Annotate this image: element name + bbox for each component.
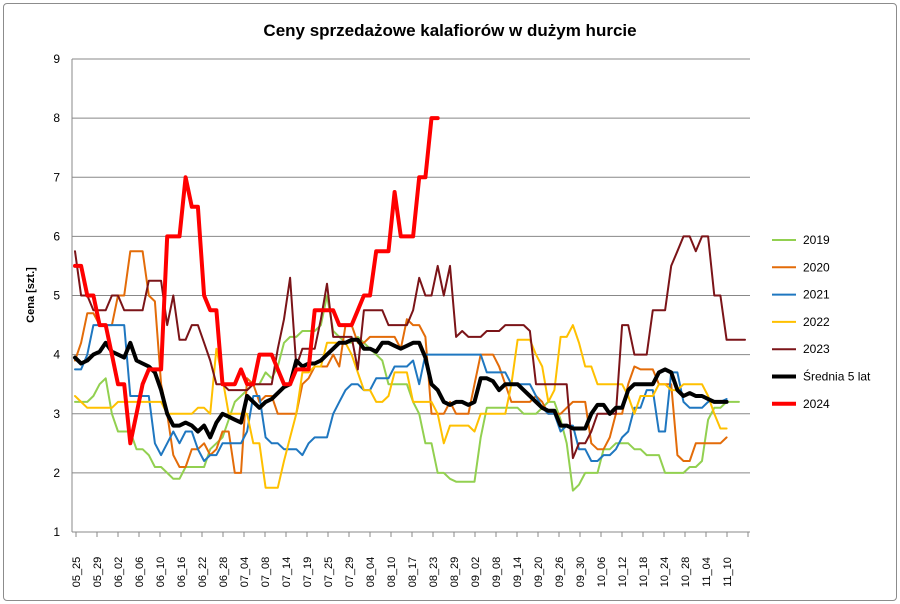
y-tick-label: 4 bbox=[53, 348, 60, 362]
x-tick-label: 10_28 bbox=[680, 557, 692, 588]
x-tick-label: 08_04 bbox=[365, 557, 377, 588]
legend-label: 2023 bbox=[803, 342, 830, 356]
x-tick-label: 07_25 bbox=[323, 557, 335, 588]
x-tick-label: 08_17 bbox=[407, 557, 419, 588]
series-lines bbox=[73, 116, 746, 492]
y-tick-label: 1 bbox=[53, 525, 60, 539]
x-tick-label: 07_19 bbox=[302, 557, 314, 588]
legend-label: 2021 bbox=[803, 288, 830, 302]
legend-label: 2020 bbox=[803, 260, 830, 274]
series-line-2024 bbox=[73, 116, 440, 446]
series-line-2023 bbox=[74, 235, 746, 460]
x-tick-label: 06_16 bbox=[176, 557, 188, 588]
y-tick-label: 6 bbox=[53, 229, 60, 243]
x-tick-label: 08_10 bbox=[386, 557, 398, 588]
y-tick-label: 7 bbox=[53, 170, 60, 184]
series-line-2020 bbox=[74, 250, 728, 474]
x-tick-label: 09_30 bbox=[575, 557, 587, 588]
y-axis-label: Cena [szt.] bbox=[25, 267, 37, 323]
legend-label: Średnia 5 lat bbox=[803, 369, 871, 384]
x-tick-label: 09_26 bbox=[554, 557, 566, 588]
x-tick-label: 08_23 bbox=[428, 557, 440, 588]
y-tick-label: 9 bbox=[53, 52, 60, 66]
x-tick-label: 11_10 bbox=[722, 557, 734, 587]
legend: 2019 2020 2021 2022 2023 Średnia 5 lat 2024 bbox=[772, 233, 871, 411]
x-tick-label: 07_29 bbox=[344, 557, 356, 588]
axes bbox=[71, 59, 750, 537]
x-tick-label: 06_28 bbox=[218, 557, 230, 588]
x-tick-label: 10_12 bbox=[617, 557, 629, 588]
x-tick-label: 09_08 bbox=[491, 557, 503, 588]
y-tick-labels: 1 2 3 4 5 6 7 8 9 bbox=[53, 52, 60, 539]
y-tick-label: 3 bbox=[53, 407, 60, 421]
legend-label: 2022 bbox=[803, 315, 830, 329]
x-tick-label: 07_04 bbox=[239, 557, 251, 588]
series-line-rednia-5-lat bbox=[73, 337, 729, 440]
x-tick-label: 10_18 bbox=[638, 557, 650, 588]
chart-frame bbox=[3, 3, 897, 601]
legend-label: 2019 bbox=[803, 233, 830, 247]
x-tick-label: 09_14 bbox=[512, 557, 524, 588]
x-tick-labels: 05_25 05_29 06_02 06_06 06_10 06_16 06_22 06_28… bbox=[71, 557, 734, 588]
x-tick-label: 06_22 bbox=[197, 557, 209, 588]
y-tick-label: 5 bbox=[53, 289, 60, 303]
x-tick-label: 10_06 bbox=[596, 557, 608, 588]
x-tick-label: 09_20 bbox=[533, 557, 545, 588]
x-tick-label: 05_29 bbox=[92, 557, 104, 588]
x-tick-label: 06_02 bbox=[113, 557, 125, 588]
x-tick-label: 06_10 bbox=[155, 557, 167, 588]
x-tick-label: 06_06 bbox=[134, 557, 146, 588]
x-tick-label: 10_24 bbox=[659, 557, 671, 588]
x-tick-label: 09_02 bbox=[470, 557, 482, 588]
x-tick-label: 11_04 bbox=[701, 557, 713, 587]
chart-title: Ceny sprzedażowe kalafiorów w dużym hurc… bbox=[263, 21, 636, 40]
x-tick-label: 08_29 bbox=[449, 557, 461, 588]
legend-label: 2024 bbox=[803, 397, 830, 411]
series-line-2021 bbox=[74, 324, 728, 462]
x-tick-label: 05_25 bbox=[71, 557, 83, 588]
y-tick-label: 8 bbox=[53, 111, 60, 125]
gridlines bbox=[72, 58, 750, 474]
y-tick-label: 2 bbox=[53, 466, 60, 480]
x-tick-label: 07_14 bbox=[281, 557, 293, 588]
x-tick-label: 07_08 bbox=[260, 557, 272, 588]
